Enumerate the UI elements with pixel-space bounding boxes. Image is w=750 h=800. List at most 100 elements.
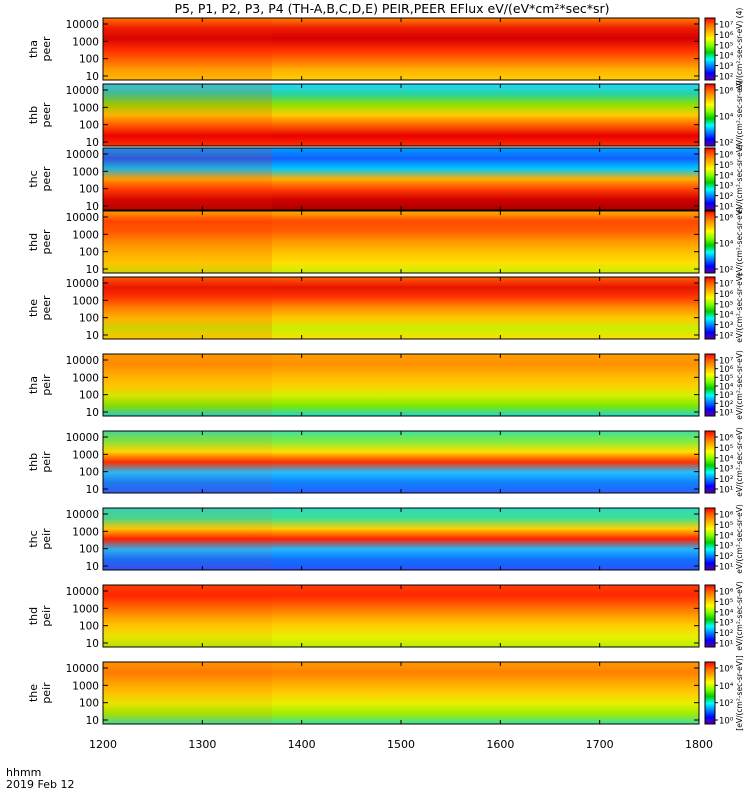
early-interval-shade: [103, 148, 272, 210]
panel-probe-label: thc: [27, 170, 40, 187]
early-interval-shade: [103, 585, 272, 647]
colorbar-tick-label: 10⁵: [719, 374, 733, 384]
colorbar: [704, 353, 716, 417]
colorbar-tick-label: 10⁴: [719, 383, 734, 393]
colorbar-label: eV/(cm²-sec-sr-eV): [735, 350, 744, 420]
colorbar-tick-label: 10⁶: [719, 365, 734, 375]
colorbar-tick-label: 10⁵: [719, 444, 733, 454]
x-tick-label: 1600: [486, 738, 514, 751]
colorbar-tick-label: 10¹: [719, 409, 733, 419]
colorbar-tick-label: 10⁶: [719, 434, 734, 444]
colorbar-label: [eV/(cm²-sec-sr-eV)]: [735, 655, 744, 731]
colorbar-label: eV/(cm²-sec-sr-eV): [735, 207, 744, 277]
spectrogram-thb-peer: [103, 84, 699, 146]
colorbar-tick-label: 10²: [719, 400, 733, 410]
colorbar-tick-label: 10⁵: [719, 598, 733, 608]
y-tick-label: 10: [86, 638, 99, 650]
y-tick-label: 10: [86, 71, 99, 83]
x-tick-label: 1400: [288, 738, 316, 751]
y-tick-label: 10000: [66, 19, 99, 31]
colorbar-tick-label: 10⁴: [719, 531, 734, 541]
y-tick-label: 100: [79, 247, 99, 259]
colorbar-tick-label: 10²: [719, 192, 733, 202]
panel-probe-label: thc: [27, 530, 40, 547]
y-tick-label: 1000: [72, 36, 99, 48]
y-tick-label: 10: [86, 715, 99, 727]
spectrogram-thc-peir: [103, 508, 699, 570]
colorbar-tick-label: 10⁴: [719, 113, 734, 123]
early-interval-shade: [103, 508, 272, 570]
colorbar-label: eV/(cm²-sec-sr-eV) (4): [735, 8, 744, 91]
early-interval-shade: [103, 84, 272, 146]
y-tick-label: 100: [79, 120, 99, 132]
y-tick-label: 10000: [66, 355, 99, 367]
colorbar: [704, 507, 716, 571]
panel-probe-label: tha: [27, 376, 40, 394]
y-tick-label: 10: [86, 201, 99, 213]
y-tick-label: 1000: [72, 680, 99, 692]
panel-species-label: peir: [40, 374, 53, 396]
time-axis-date: 2019 Feb 12: [6, 778, 74, 791]
panel-species-label: peer: [40, 295, 53, 321]
colorbar-tick-label: 10⁴: [719, 454, 734, 464]
y-tick-label: 10: [86, 484, 99, 496]
colorbar-tick-label: 10⁶: [719, 290, 734, 300]
colorbar-tick-label: 10¹: [719, 563, 733, 573]
panel-probe-label: the: [27, 684, 40, 702]
colorbar-tick-label: 10¹: [719, 640, 733, 650]
spectrogram-thd-peir: [103, 585, 699, 647]
colorbar: [704, 661, 716, 725]
panel-probe-label: thb: [27, 453, 40, 471]
colorbar: [704, 83, 716, 147]
y-tick-label: 10000: [66, 212, 99, 224]
colorbar-tick-label: 10³: [719, 182, 733, 192]
y-tick-label: 10000: [66, 149, 99, 161]
time-axis: 1200 1300 1400 1500 1600 1700 1800: [89, 738, 713, 751]
panel-species-label: peir: [40, 605, 53, 627]
panel-species-label: peir: [40, 451, 53, 473]
colorbar-tick-label: 10²: [719, 139, 733, 149]
colorbar-tick-label: 10¹: [719, 203, 733, 213]
x-tick-label: 1200: [89, 738, 117, 751]
panel-species-label: peer: [40, 166, 53, 192]
colorbar-tick-label: 10⁴: [719, 311, 734, 321]
y-tick-label: 10000: [66, 278, 99, 290]
y-tick-label: 100: [79, 621, 99, 633]
y-tick-label: 100: [79, 544, 99, 556]
panel-probe-label: thb: [27, 106, 40, 124]
y-tick-label: 1000: [72, 449, 99, 461]
colorbar: [704, 584, 716, 648]
panel-species-label: peer: [40, 36, 53, 62]
spectrogram-thb-peir: [103, 431, 699, 493]
colorbar-tick-label: 10⁷: [719, 21, 734, 31]
y-tick-label: 100: [79, 698, 99, 710]
colorbar-tick-label: 10⁵: [719, 41, 733, 51]
colorbar-tick-label: 10³: [719, 321, 733, 331]
colorbar: [704, 210, 716, 274]
y-tick-label: 10000: [66, 432, 99, 444]
colorbar-tick-label: 10⁶: [719, 87, 734, 97]
colorbar-tick-label: 10²: [719, 629, 733, 639]
colorbar-tick-label: 10²: [719, 475, 733, 485]
x-tick-label: 1500: [387, 738, 415, 751]
colorbar-label: eV/(cm²-sec-sr-eV): [735, 581, 744, 651]
colorbar-tick-label: 10⁶: [719, 151, 734, 161]
early-interval-shade: [103, 277, 272, 339]
x-tick-label: 1700: [586, 738, 614, 751]
colorbar-tick-label: 10⁶: [719, 511, 734, 521]
panel-probe-label: the: [27, 299, 40, 317]
time-axis-label: hhmm: [6, 766, 41, 779]
early-interval-shade: [103, 211, 272, 273]
y-tick-label: 1000: [72, 102, 99, 114]
colorbar: [704, 430, 716, 494]
colorbar-label: eV/(cm²-sec-sr-eV): [735, 427, 744, 497]
spectrogram-thc-peer: [103, 148, 699, 210]
y-tick-label: 10: [86, 561, 99, 573]
colorbar-tick-label: 10²: [719, 73, 733, 83]
